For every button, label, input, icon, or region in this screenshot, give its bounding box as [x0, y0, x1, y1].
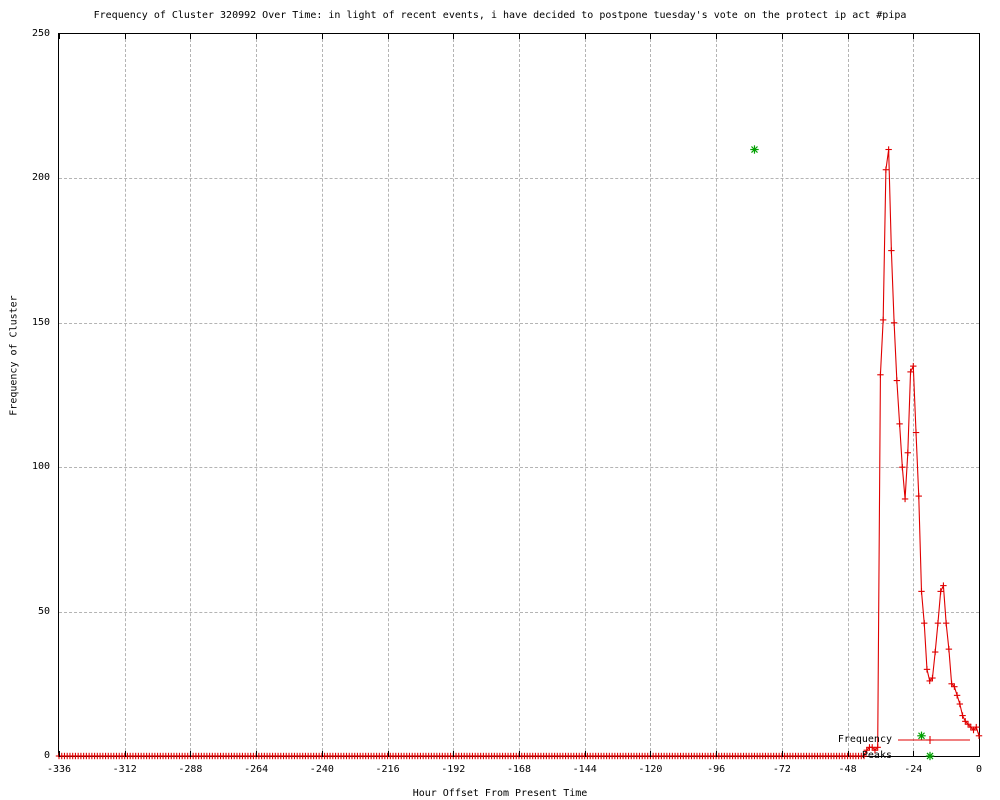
x-tick-label: -312 — [112, 764, 137, 775]
x-axis-title: Hour Offset From Present Time — [412, 788, 588, 799]
x-tick-label: -288 — [178, 764, 203, 775]
x-tick-mark — [124, 751, 126, 757]
chart-title: Frequency of Cluster 320992 Over Time: i… — [93, 10, 907, 21]
y-tick-label: 100 — [31, 461, 50, 473]
x-tick-mark — [256, 751, 258, 757]
x-tick-label: 0 — [975, 764, 983, 775]
x-tick-mark — [519, 751, 520, 757]
x-tick-label: -72 — [772, 764, 791, 775]
peak-markers — [750, 145, 926, 740]
x-tick-mark — [190, 33, 192, 39]
legend-label: Frequency — [837, 734, 892, 745]
legend-label: Peaks — [861, 750, 892, 761]
x-tick-mark — [979, 751, 980, 757]
x-tick-mark — [59, 33, 60, 39]
x-tick-label: -96 — [707, 764, 726, 775]
x-tick-mark — [321, 33, 323, 39]
legend-line-sample — [898, 736, 970, 744]
x-tick-mark — [453, 751, 455, 757]
frequency-markers — [55, 146, 983, 760]
x-tick-mark — [913, 33, 915, 39]
x-tick-mark — [847, 751, 849, 757]
x-tick-mark — [913, 751, 915, 757]
x-tick-mark — [584, 33, 586, 39]
x-tick-label: -336 — [46, 764, 72, 775]
x-tick-label: -24 — [904, 764, 923, 775]
x-tick-mark — [716, 33, 718, 39]
x-tick-mark — [781, 33, 783, 39]
x-tick-label: -168 — [506, 764, 532, 775]
y-tick-label: 200 — [31, 172, 50, 184]
x-tick-mark — [519, 33, 520, 39]
x-tick-label: -120 — [638, 764, 663, 775]
x-tick-mark — [124, 33, 126, 39]
x-tick-label: -144 — [572, 764, 597, 775]
x-tick-mark — [650, 33, 652, 39]
x-tick-mark — [453, 33, 455, 39]
y-tick-label: 0 — [43, 750, 50, 761]
x-tick-mark — [847, 33, 849, 39]
x-tick-mark — [781, 751, 783, 757]
x-tick-mark — [59, 751, 60, 757]
x-tick-mark — [387, 33, 389, 39]
y-axis-title: Frequency of Cluster — [8, 295, 20, 416]
y-tick-label: 150 — [31, 316, 50, 328]
x-tick-mark — [979, 33, 980, 39]
y-tick-label: 50 — [37, 605, 50, 617]
frequency-line — [59, 149, 980, 757]
x-tick-label: -216 — [375, 764, 400, 775]
x-tick-mark — [387, 751, 389, 757]
legend-star-sample — [925, 751, 935, 761]
x-tick-mark — [716, 751, 718, 757]
x-tick-mark — [584, 751, 586, 757]
x-tick-mark — [190, 751, 192, 757]
x-tick-mark — [321, 751, 323, 757]
x-tick-label: -192 — [441, 764, 466, 775]
plot-area: Frequency Peaks — [55, 33, 983, 761]
x-tick-mark — [256, 33, 258, 39]
data-series-layer — [55, 145, 983, 760]
x-tick-label: -48 — [838, 764, 857, 775]
x-tick-label: -264 — [244, 764, 269, 775]
y-tick-label: 250 — [31, 28, 50, 39]
x-tick-mark — [650, 751, 652, 757]
x-tick-label: -240 — [309, 764, 334, 775]
